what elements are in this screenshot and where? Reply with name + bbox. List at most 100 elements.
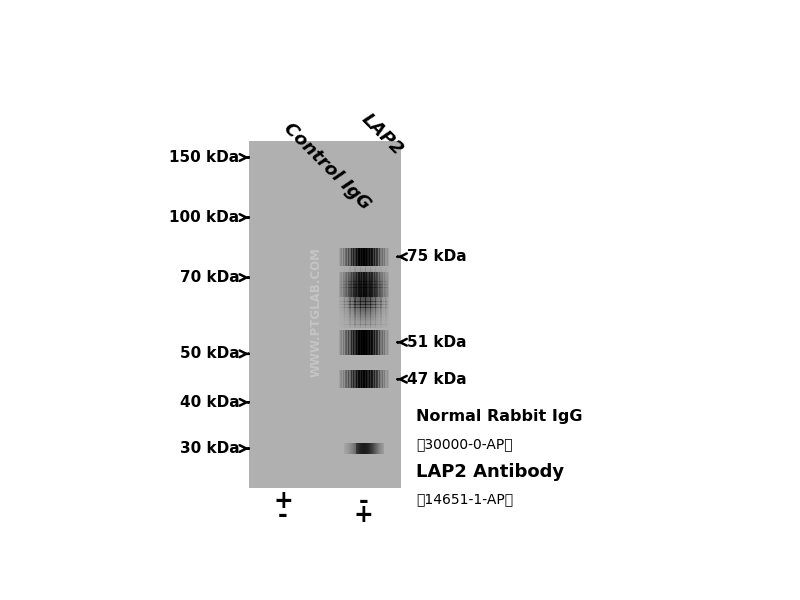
Bar xyxy=(364,286,366,288)
Bar xyxy=(373,248,374,266)
Bar xyxy=(358,286,359,288)
Bar xyxy=(357,323,358,325)
Bar xyxy=(381,248,382,266)
Bar xyxy=(346,283,348,284)
Bar xyxy=(348,307,350,309)
Bar xyxy=(343,325,345,326)
Bar xyxy=(352,248,353,266)
Bar xyxy=(369,311,370,312)
Bar xyxy=(374,275,375,277)
Bar xyxy=(357,443,358,454)
Bar xyxy=(382,309,384,311)
Bar xyxy=(369,321,370,323)
Bar xyxy=(352,266,354,268)
Bar xyxy=(341,314,342,316)
Bar xyxy=(381,272,382,297)
Bar xyxy=(380,314,382,316)
Bar xyxy=(384,315,386,317)
Bar xyxy=(342,304,343,306)
Bar xyxy=(386,323,388,325)
Bar xyxy=(357,272,358,297)
Bar xyxy=(368,301,370,303)
Bar xyxy=(358,275,359,277)
Bar xyxy=(344,272,345,297)
Bar xyxy=(348,329,350,355)
Bar xyxy=(388,296,390,298)
Bar xyxy=(342,274,343,275)
Bar xyxy=(363,320,365,322)
Bar xyxy=(366,295,368,297)
Bar xyxy=(354,271,356,272)
Bar xyxy=(382,321,383,323)
Bar xyxy=(366,277,368,278)
Bar xyxy=(346,306,348,308)
Bar xyxy=(347,370,348,388)
Bar xyxy=(366,280,367,281)
Bar xyxy=(364,323,366,325)
Bar xyxy=(355,329,356,355)
Bar xyxy=(350,272,351,297)
Bar xyxy=(350,286,352,288)
Bar xyxy=(369,293,370,295)
Bar xyxy=(354,304,356,306)
Bar xyxy=(382,266,383,268)
Bar xyxy=(377,281,378,283)
Bar xyxy=(382,443,383,454)
Bar xyxy=(376,272,377,297)
Bar xyxy=(346,280,348,281)
Bar xyxy=(346,320,347,322)
Bar xyxy=(377,271,378,272)
Bar xyxy=(366,286,368,288)
Bar xyxy=(355,290,357,292)
Bar xyxy=(363,318,365,320)
Bar xyxy=(359,287,361,289)
Bar xyxy=(382,300,384,302)
Bar xyxy=(365,329,366,355)
Bar xyxy=(368,323,370,325)
Bar xyxy=(346,318,347,320)
Bar xyxy=(350,320,352,322)
Bar xyxy=(350,370,351,388)
Bar xyxy=(388,295,390,297)
Bar xyxy=(382,321,384,323)
Bar xyxy=(353,277,354,278)
Bar xyxy=(378,269,379,271)
Bar xyxy=(360,443,361,454)
Bar xyxy=(346,326,348,328)
Bar xyxy=(370,266,372,268)
Bar xyxy=(350,323,352,325)
Bar xyxy=(345,443,346,454)
Bar xyxy=(384,280,386,281)
Bar xyxy=(346,309,347,311)
Bar xyxy=(378,329,379,355)
Bar xyxy=(363,286,365,288)
Bar xyxy=(378,443,379,454)
Bar xyxy=(378,292,379,294)
Bar xyxy=(374,311,375,312)
Bar xyxy=(342,303,343,305)
Bar xyxy=(373,266,374,268)
Text: 40 kDa: 40 kDa xyxy=(180,395,239,410)
Bar xyxy=(352,443,353,454)
Bar xyxy=(370,272,371,297)
Bar xyxy=(375,300,377,302)
Bar xyxy=(360,370,361,388)
Bar xyxy=(366,320,367,322)
Bar xyxy=(378,293,379,295)
Bar xyxy=(357,311,358,312)
Bar xyxy=(346,318,348,320)
Bar xyxy=(350,287,352,289)
Bar xyxy=(358,298,359,300)
Bar xyxy=(348,283,350,284)
Bar xyxy=(373,301,374,303)
Bar xyxy=(363,304,365,306)
Bar xyxy=(348,329,349,355)
Bar xyxy=(362,289,363,291)
Bar xyxy=(378,329,380,355)
Bar xyxy=(344,292,346,294)
Bar xyxy=(366,289,368,291)
Bar xyxy=(363,290,365,292)
Bar xyxy=(353,272,354,274)
Bar xyxy=(352,325,354,326)
Bar xyxy=(362,318,363,320)
